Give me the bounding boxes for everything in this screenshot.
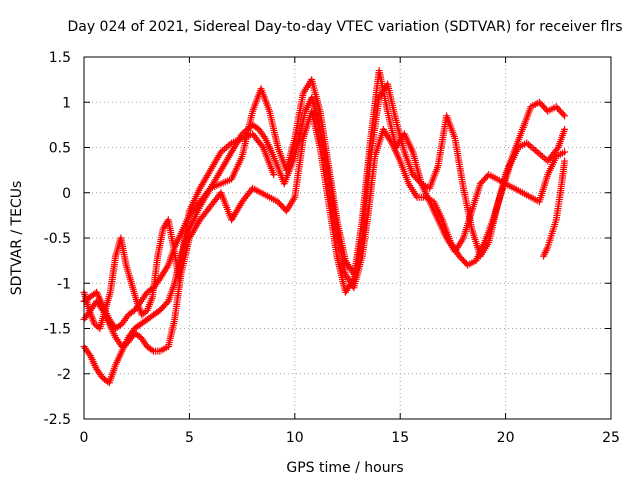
- plot-area: [80, 67, 569, 387]
- data-series: [540, 157, 569, 260]
- chart-title: Day 024 of 2021, Sidereal Day-to-day VTE…: [67, 19, 622, 35]
- x-tick-label: 0: [80, 430, 89, 446]
- x-tick-label: 20: [497, 430, 515, 446]
- data-series: [80, 67, 569, 355]
- data-point: [561, 125, 569, 133]
- axis-ticks: 0 5 10 15 20 25 -2.5 -2 -1.5 -1 -0.5 0 0.5 1 1.5: [44, 50, 620, 446]
- y-tick-label: -1.5: [44, 322, 71, 338]
- data-series: [80, 130, 278, 332]
- y-tick-label: 1: [62, 95, 71, 111]
- data-point: [559, 110, 567, 118]
- x-tick-label: 10: [286, 430, 304, 446]
- x-tick-label: 5: [185, 430, 194, 446]
- data-point: [148, 346, 156, 354]
- x-axis-label: GPS time / hours: [286, 460, 403, 476]
- x-tick-label: 25: [602, 430, 620, 446]
- y-tick-label: -2.5: [44, 412, 71, 428]
- data-point: [258, 142, 266, 150]
- y-tick-label: -0.5: [44, 231, 71, 247]
- y-tick-label: -1: [57, 276, 71, 292]
- data-point: [270, 171, 278, 179]
- y-tick-label: 1.5: [49, 50, 71, 66]
- y-tick-label: -2: [57, 367, 71, 383]
- data-point: [553, 145, 561, 153]
- x-tick-label: 15: [391, 430, 409, 446]
- data-point: [561, 148, 569, 156]
- data-point: [163, 299, 171, 307]
- y-tick-label: 0.5: [49, 141, 71, 157]
- data-point: [561, 112, 569, 120]
- data-point: [561, 157, 569, 165]
- y-axis-label: SDTVAR / TECUs: [9, 181, 25, 296]
- y-tick-label: 0: [62, 186, 71, 202]
